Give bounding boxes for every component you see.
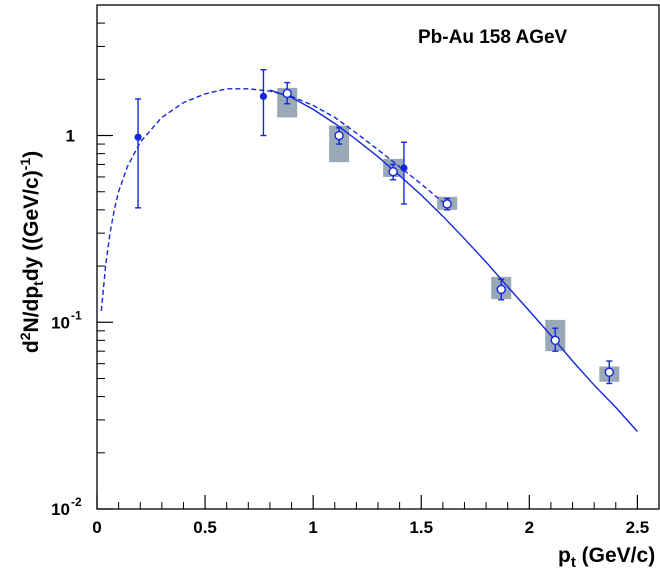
x-axis-title: pt (GeV/c)	[558, 544, 655, 571]
y-tick-label: 1	[66, 127, 75, 146]
x-tick-label: 2.5	[626, 518, 650, 537]
solid-curve	[269, 89, 638, 432]
data-point-filled	[400, 164, 408, 172]
data-point-filled	[134, 133, 142, 141]
data-point-open	[334, 130, 344, 141]
x-tick-label: 0.5	[193, 518, 217, 537]
x-tick-label: 0	[92, 518, 101, 537]
plot-frame	[96, 4, 660, 510]
systematic-boxes	[277, 87, 620, 382]
annotation-label: Pb-Au 158 AGeV	[418, 27, 568, 48]
axes: 0 0.5 1 1.5 2 2.510 -210 -11	[51, 4, 650, 537]
x-tick-label: 1.5	[409, 518, 433, 537]
y-tick-label: 10	[51, 313, 70, 332]
y-tick-exponent: -1	[71, 308, 82, 322]
dashed-curve	[100, 88, 444, 311]
model-curves	[100, 88, 638, 432]
data-point-open	[496, 284, 506, 295]
data-point-open	[550, 335, 560, 346]
data-point-filled	[259, 92, 268, 100]
x-tick-label: 1	[308, 518, 317, 537]
y-axis-title: d2N/dptdy ((GeV/c)-1)	[17, 151, 46, 353]
x-tick-label: 2	[525, 518, 534, 537]
data-points	[134, 69, 614, 385]
y-tick-label: 10	[51, 500, 70, 519]
data-point-open	[388, 167, 398, 177]
data-point-open	[282, 88, 292, 99]
data-point-open	[442, 199, 452, 209]
y-tick-exponent: -2	[71, 495, 82, 509]
data-point-open	[604, 367, 614, 377]
